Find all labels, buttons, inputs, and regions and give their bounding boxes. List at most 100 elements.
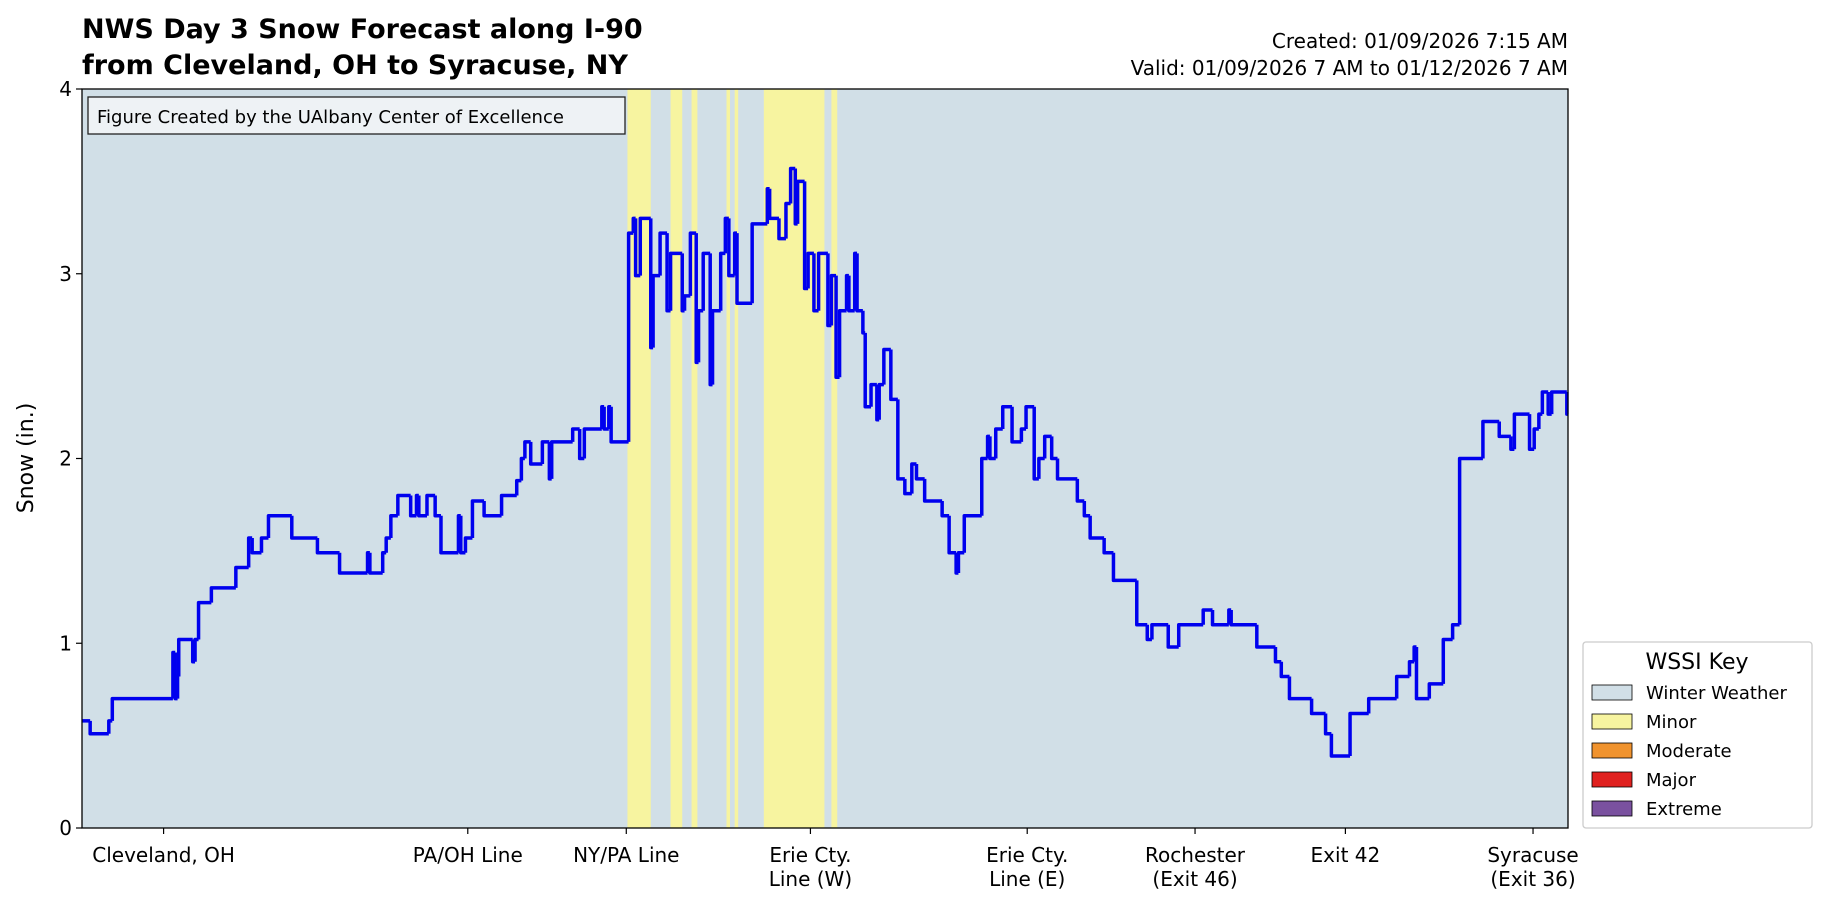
line-step bbox=[767, 188, 779, 221]
line-step bbox=[806, 251, 814, 289]
line-step bbox=[718, 251, 726, 311]
line-step bbox=[582, 427, 602, 459]
line-step bbox=[1323, 713, 1332, 736]
line-step bbox=[1527, 414, 1535, 452]
line-step bbox=[633, 218, 641, 278]
legend-title: WSSI Key bbox=[1645, 650, 1748, 675]
line-step bbox=[171, 650, 176, 699]
x-tick-label: Erie Cty. Line (W) bbox=[769, 843, 852, 891]
line-step bbox=[368, 552, 383, 575]
line-step bbox=[389, 514, 398, 538]
line-step bbox=[658, 231, 668, 276]
line-step bbox=[1329, 733, 1351, 758]
line-step bbox=[837, 308, 847, 378]
line-step bbox=[259, 536, 269, 553]
x-tick-label: PA/OH Line bbox=[413, 843, 523, 867]
line-step bbox=[1135, 580, 1148, 627]
y-tick-label: 4 bbox=[59, 77, 72, 101]
line-step bbox=[1549, 390, 1567, 415]
line-step bbox=[1457, 456, 1483, 625]
line-step bbox=[1201, 608, 1213, 625]
line-step bbox=[688, 231, 697, 296]
line-step bbox=[408, 495, 417, 518]
line-step bbox=[1166, 624, 1179, 649]
line-step bbox=[1102, 537, 1114, 555]
line-step bbox=[482, 500, 502, 518]
y-tick-label: 2 bbox=[59, 447, 72, 471]
line-step bbox=[396, 493, 411, 516]
line-step bbox=[1055, 458, 1078, 481]
line-step bbox=[1512, 412, 1530, 450]
line-step bbox=[914, 464, 925, 481]
legend-box bbox=[1582, 641, 1813, 829]
line-step bbox=[1075, 478, 1085, 503]
line-step bbox=[940, 500, 950, 518]
wssi-band bbox=[734, 89, 739, 828]
valid-label: Valid: 01/09/2026 7 AM to 01/12/2026 7 A… bbox=[1131, 56, 1568, 80]
line-step bbox=[1032, 406, 1039, 481]
line-step bbox=[1450, 623, 1460, 640]
line-step bbox=[1210, 609, 1229, 627]
line-step bbox=[1255, 624, 1276, 649]
wssi-band bbox=[691, 89, 698, 828]
line-step bbox=[668, 251, 683, 311]
legend-swatch bbox=[1591, 742, 1633, 759]
line-step bbox=[499, 493, 517, 516]
line-step bbox=[1176, 623, 1204, 647]
line-step bbox=[1309, 698, 1326, 716]
line-step bbox=[816, 251, 828, 311]
line-step bbox=[528, 441, 543, 466]
chart-title: NWS Day 3 Snow Forecast along I-90 bbox=[82, 14, 643, 45]
line-step bbox=[176, 637, 193, 677]
line-step bbox=[980, 456, 988, 516]
line-step bbox=[1010, 406, 1022, 444]
line-step bbox=[290, 515, 318, 540]
line-step bbox=[1540, 390, 1549, 415]
line-step bbox=[463, 536, 473, 553]
line-step bbox=[384, 536, 391, 553]
line-step bbox=[523, 440, 531, 459]
y-tick-label: 0 bbox=[59, 816, 72, 840]
x-tick-label: Rochester (Exit 46) bbox=[1145, 843, 1246, 891]
legend-swatch bbox=[1591, 771, 1633, 788]
line-step bbox=[1150, 623, 1169, 640]
annotation: Figure Created by the UAlbany Center of … bbox=[97, 107, 564, 128]
line-step bbox=[869, 382, 877, 407]
line-step bbox=[1441, 637, 1453, 684]
line-step bbox=[609, 406, 629, 444]
line-step bbox=[882, 347, 891, 385]
line-step bbox=[417, 495, 427, 518]
line-step bbox=[855, 253, 863, 313]
line-step bbox=[570, 427, 580, 442]
legend-label: Moderate bbox=[1646, 741, 1732, 762]
line-step bbox=[735, 233, 753, 306]
line-step bbox=[1082, 500, 1091, 518]
line-step bbox=[1111, 552, 1137, 583]
legend-label: Minor bbox=[1646, 712, 1697, 733]
line-step bbox=[993, 427, 1003, 459]
line-step bbox=[439, 515, 459, 555]
line-step bbox=[209, 586, 236, 603]
line-step bbox=[1287, 676, 1312, 701]
line-step bbox=[727, 218, 735, 278]
line-step bbox=[1481, 419, 1500, 459]
line-step bbox=[875, 384, 880, 422]
line-step bbox=[1414, 646, 1430, 701]
x-tick-label: Exit 42 bbox=[1311, 843, 1381, 867]
line-step bbox=[947, 515, 957, 555]
line-step bbox=[1000, 405, 1013, 429]
line-step bbox=[1497, 421, 1511, 439]
line-step bbox=[337, 552, 368, 575]
line-step bbox=[1427, 682, 1444, 699]
legend-swatch bbox=[1591, 684, 1633, 701]
line-step bbox=[540, 440, 550, 465]
y-tick-label: 1 bbox=[59, 631, 72, 655]
x-tick-label: Cleveland, OH bbox=[92, 843, 235, 867]
line-step bbox=[988, 436, 996, 461]
legend-label: Winter Weather bbox=[1646, 683, 1787, 704]
line-step bbox=[1042, 434, 1052, 459]
line-step bbox=[903, 478, 912, 496]
line-step bbox=[234, 565, 249, 588]
y-axis-label: Snow (in.) bbox=[14, 403, 39, 514]
